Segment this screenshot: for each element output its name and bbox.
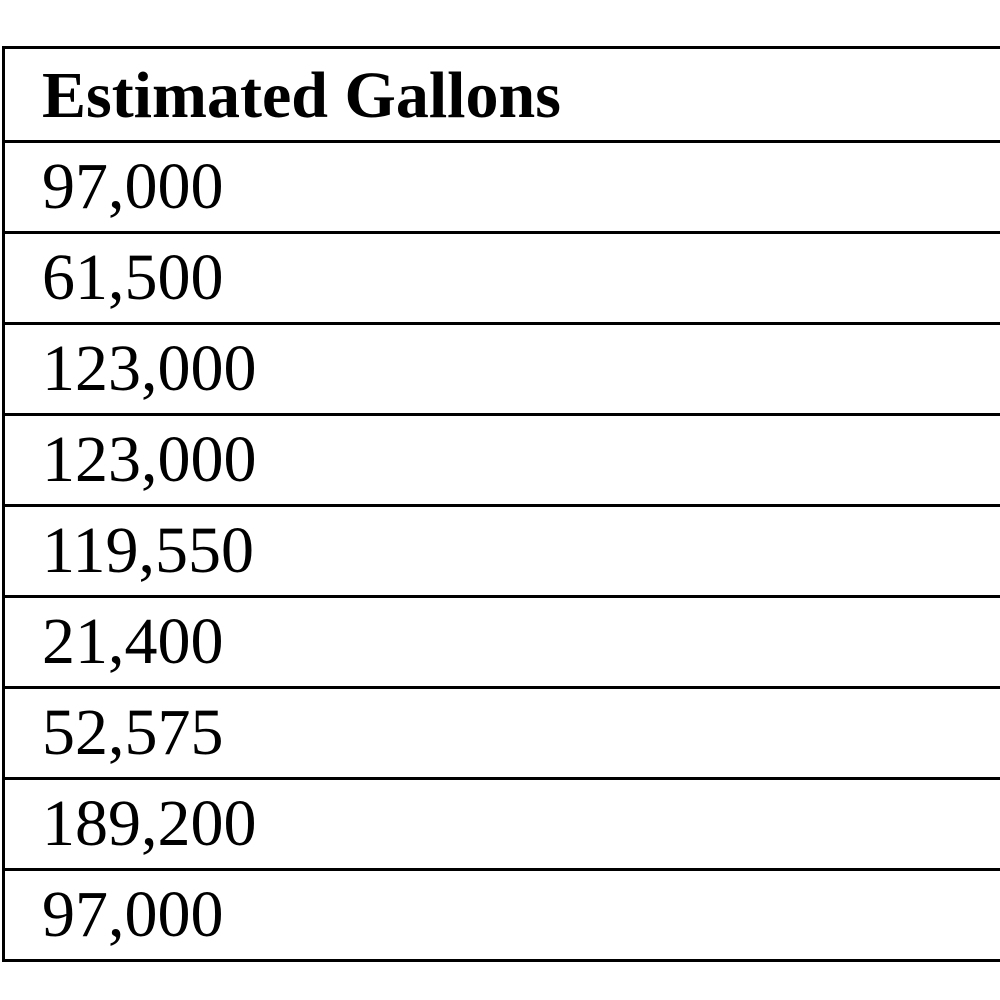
- table-cell: 189,200: [5, 780, 1000, 871]
- header-cell: Estimated Gallons: [5, 49, 1000, 143]
- table-cell: 21,400: [5, 598, 1000, 689]
- table-cell: 97,000: [5, 871, 1000, 962]
- table-cell: 97,000: [5, 143, 1000, 234]
- table-cell: 52,575: [5, 689, 1000, 780]
- table: Estimated Gallons 97,000 61,500 123,000 123…: [2, 46, 1000, 962]
- table-cell: 119,550: [5, 507, 1000, 598]
- table-cell: 123,000: [5, 325, 1000, 416]
- table-cell: 123,000: [5, 416, 1000, 507]
- table-cell: 61,500: [5, 234, 1000, 325]
